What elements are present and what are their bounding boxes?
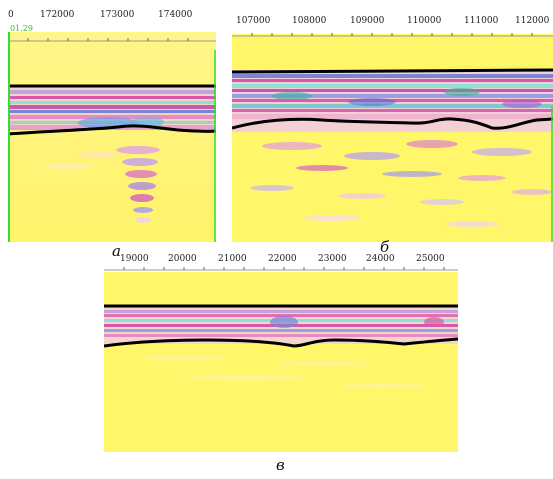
axis-tick-label: 110000 [407, 16, 442, 26]
axis-tick-label: 21000 [218, 254, 247, 264]
seismic-section-a [8, 32, 216, 242]
seismic-section-b [232, 33, 553, 242]
caption-c: в [276, 456, 285, 474]
axis-tick-label: 107000 [236, 16, 271, 26]
axis-tick-label: 0 [8, 10, 14, 20]
axis-tick-label: 108000 [292, 16, 327, 26]
axis-tick-label: 172000 [40, 10, 75, 20]
caption-a: а [112, 242, 121, 260]
axis-tick-label: 173000 [100, 10, 135, 20]
axis-tick-label: 20000 [168, 254, 197, 264]
axis-tick-label: 23000 [318, 254, 347, 264]
axis-tick-label: 24000 [366, 254, 395, 264]
seismic-panel-c: 19000 20000 21000 22000 23000 24000 2500… [104, 254, 458, 452]
axis-tick-label: 112000 [515, 16, 550, 26]
axis-tick-label: 22000 [268, 254, 297, 264]
top-horizon-line [232, 68, 553, 74]
seismic-section-c [104, 267, 458, 452]
corner-time-label: 01.29 [10, 24, 33, 33]
axis-tick-label: 25000 [416, 254, 445, 264]
bottom-horizon-line [232, 117, 553, 130]
bottom-horizon-line [104, 337, 458, 348]
axis-tick-label: 174000 [158, 10, 193, 20]
caption-b: б [380, 238, 390, 256]
axis-tick-label: 109000 [350, 16, 385, 26]
axis-tick-label: 111000 [464, 16, 499, 26]
seismic-panel-a: 0 172000 173000 174000 01.29 [8, 10, 216, 242]
axis-tick-label: 19000 [120, 254, 149, 264]
seismic-panel-b: 107000 108000 109000 110000 111000 11200… [232, 6, 553, 242]
bottom-horizon-line [8, 124, 216, 136]
